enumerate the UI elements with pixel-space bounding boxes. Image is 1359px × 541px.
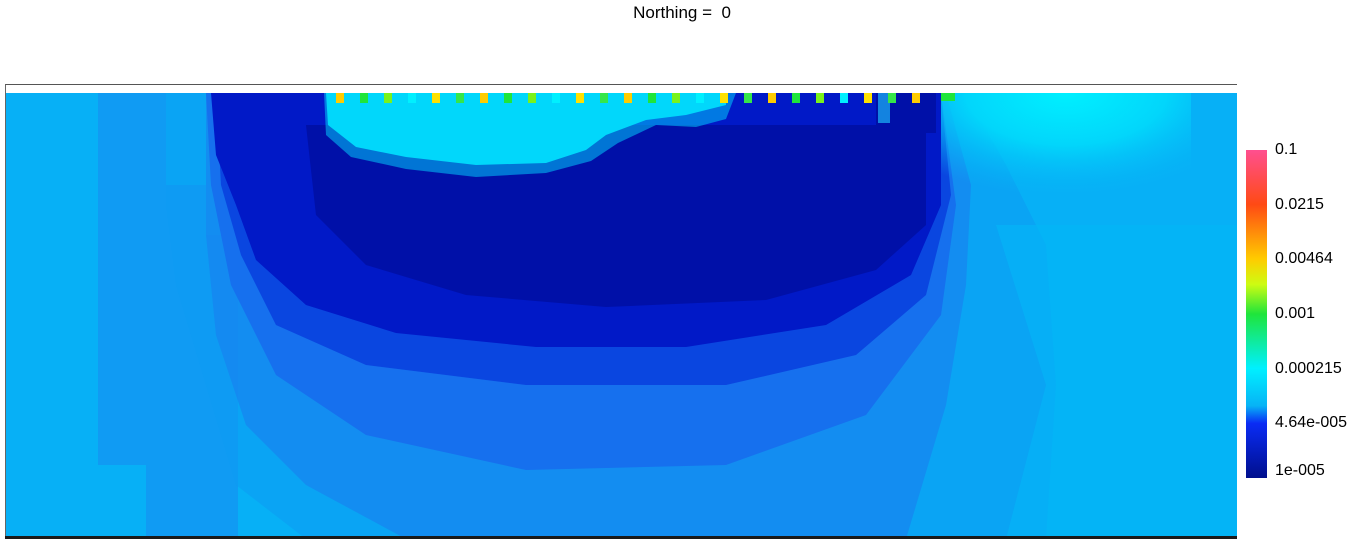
source-dot [840,93,848,103]
source-dot [336,93,344,103]
colorbar-tick-label: 0.00464 [1275,250,1333,268]
colorbar-tick-label: 0.000215 [1275,359,1342,377]
column-cyan-a [878,93,890,123]
colorbar-tick-label: 0.0215 [1275,195,1324,213]
source-dot [768,93,776,103]
plot-bottom-edge [5,536,1237,539]
colorbar-tick-label: 1e-005 [1275,462,1325,479]
source-dot [504,93,512,103]
colorbar-tick-label: 0.001 [1275,305,1316,322]
colorbar-tick-label: 0.1 [1275,141,1298,158]
field-heatmap [6,85,1237,538]
chart-title: Northing = 0 [633,3,731,22]
colorbar-gradient [1246,150,1267,478]
source-dot [696,93,704,103]
source-dot [720,93,728,103]
source-dot [360,93,368,103]
top-strip [6,85,1237,93]
source-dot [408,93,416,103]
source-dot [576,93,584,103]
source-dot [600,93,608,103]
colorbar-tick-label: 4.64e-005 [1275,414,1348,432]
top-right-spread [941,93,1191,223]
section-plot[interactable] [5,84,1237,538]
source-dot [456,93,464,103]
source-dot [528,93,536,103]
source-dot [552,93,560,103]
source-dot-edge [941,93,955,101]
source-dot [648,93,656,103]
source-dot [744,93,752,103]
colorbar [1246,150,1267,478]
source-dot [432,93,440,103]
source-dot [792,93,800,103]
source-dot [480,93,488,103]
source-dot [624,93,632,103]
source-dots [336,93,955,103]
source-dot [672,93,680,103]
source-dot [384,93,392,103]
cyan-plume-edge [324,93,736,177]
lower-right-field [996,225,1237,538]
source-dot [864,93,872,103]
source-dot [816,93,824,103]
source-dot [912,93,920,103]
source-dot [888,93,896,103]
